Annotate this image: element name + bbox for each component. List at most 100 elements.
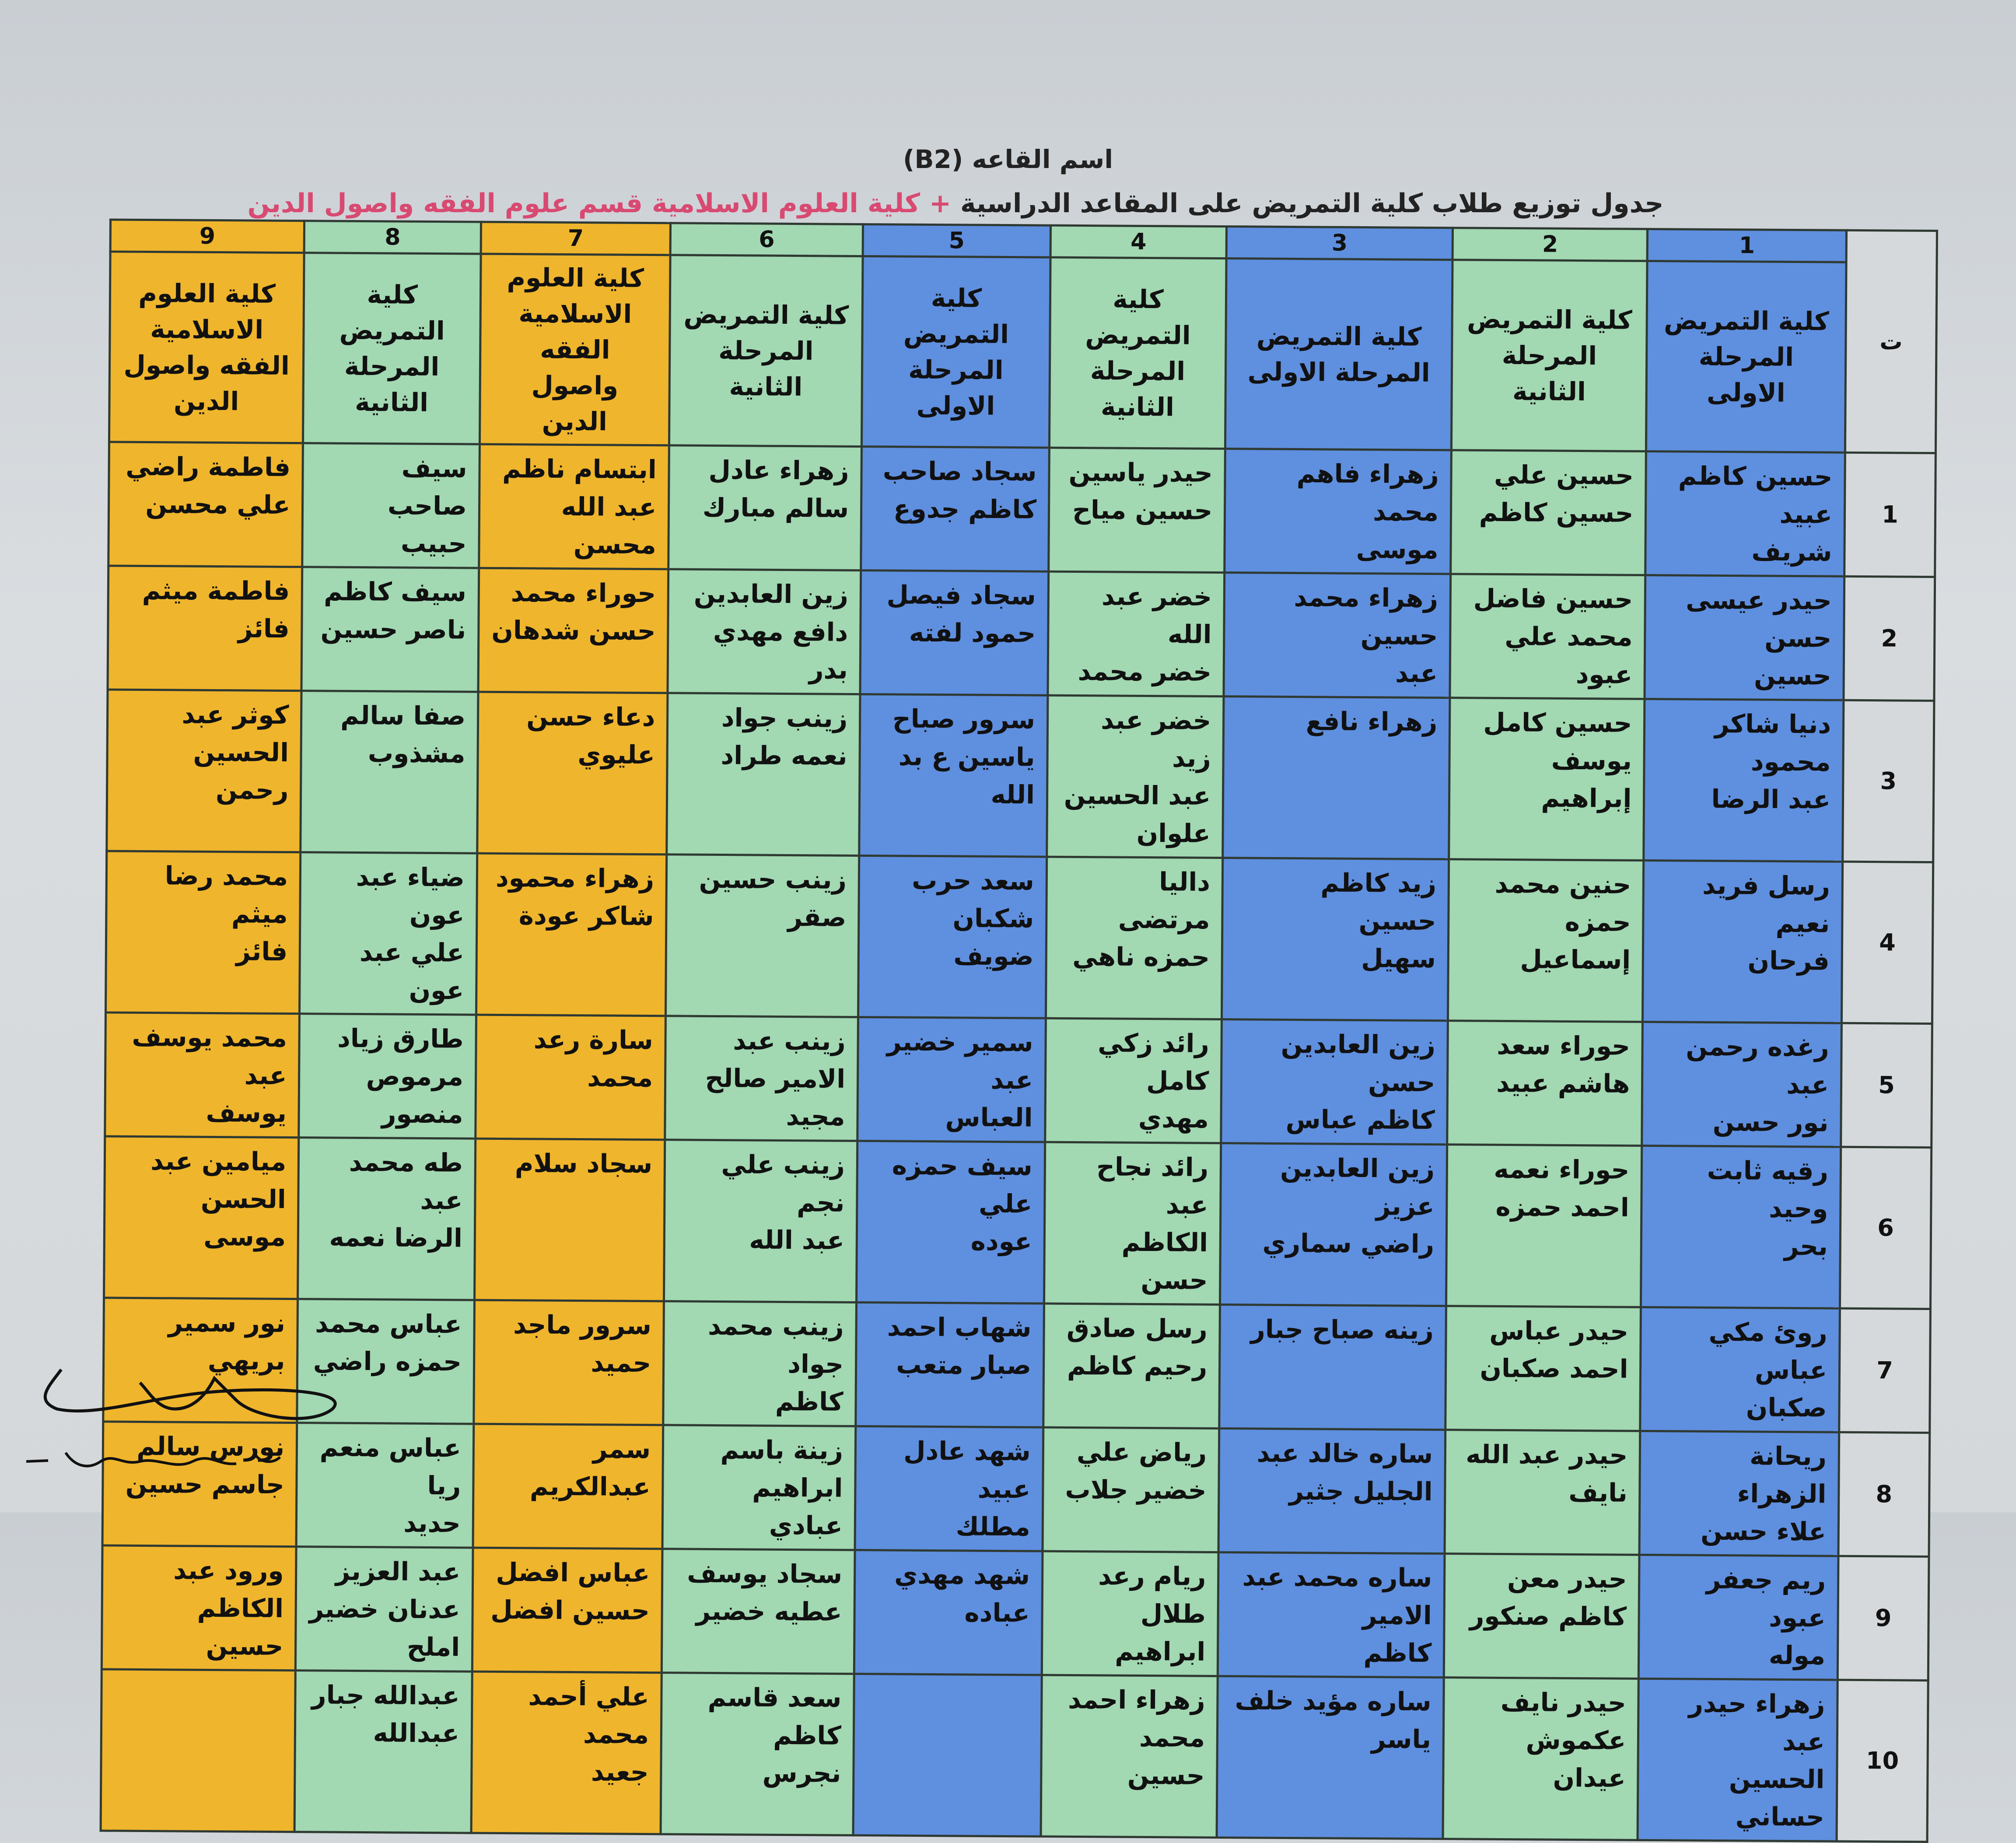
student-name-cell: حيدر عبد الله نايف [1445,1430,1641,1555]
student-name-cell: زهراء احمد محمد حسين [1040,1675,1218,1838]
table-row: 1 حسين كاظم عبيد شريف حسين علي حسين كاظم زه… [108,441,1936,577]
student-name-cell: سجاد يوسف عطيه خضير [662,1549,855,1674]
student-name-cell: سجاد سلام [474,1139,665,1301]
student-name-cell: زهراء حيدر عبد الحسين حساني [1638,1678,1838,1842]
student-name-cell: زينب علي نجم عبد الله [664,1139,858,1303]
student-name-cell: دنيا شاكر محمود عبد الرضا [1644,699,1844,862]
row-index: 10 [1836,1680,1928,1842]
column-header: كلية التمريض المرحلة الثانية [303,252,481,445]
row-index: 5 [1841,1023,1932,1148]
student-name-cell: طارق زياد مرموص منصور [299,1013,476,1139]
student-name-cell: رائد نجاح عبد الكاظم حسن [1044,1142,1221,1305]
student-name-cell: زينب عبد الامير صالح مجيد [665,1016,858,1141]
student-name-cell: ورود عبد الكاظم حسين [102,1545,297,1671]
column-number: 5 [863,224,1051,258]
table-row: 10 زهراء حيدر عبد الحسين حساني حيدر نايف ع… [101,1669,1928,1842]
student-name-cell: زهراء محمد حسين عبد [1224,572,1451,698]
student-name-cell: حنين محمد حمزه إسماعيل [1448,859,1644,1022]
student-name-cell: حيدر نايف عكموش عيدان [1443,1677,1639,1840]
student-name-cell: شهد عادل عبيد مطلك [855,1426,1043,1552]
row-index: 7 [1839,1308,1931,1433]
index-column-header: ت [1845,230,1937,453]
student-name-cell [101,1669,296,1832]
student-name-cell: فاطمة ميثم فائز [108,565,303,691]
student-name-cell: سيف صاحب حبيب [302,443,480,568]
student-name-cell: فاطمة راضي علي محسن [108,441,303,567]
table-row: 9 ريم جعفر عبود موله حيدر معن كاظم صنكور سا… [102,1545,1929,1681]
row-index: 2 [1843,576,1935,701]
table-row: 6 رقيه ثابت وحيد بحر حوراء نعمه احمد حمزه ز… [104,1136,1932,1309]
student-name-cell: عبد العزيز عدنان خضير املح [295,1546,473,1672]
student-name-cell: زهراء نافع [1222,696,1450,859]
student-name-cell: حوراء سعد هاشم عبيد [1447,1020,1643,1146]
student-name-cell: حوراء نعمه احمد حمزه [1446,1144,1642,1307]
column-number: 3 [1226,226,1453,260]
student-name-cell: حيدر معن كاظم صنكور [1444,1553,1640,1679]
row-index: 3 [1842,700,1934,862]
student-name-cell: ساره خالد عبد الجليل جثير [1218,1428,1446,1554]
student-name-cell: زهراء محمود شاكر عودة [476,853,667,1016]
student-name-cell: محمد رضا ميثم فائز [105,851,301,1014]
student-name-cell [853,1674,1042,1837]
student-name-cell: حسين كامل يوسف إبراهيم [1449,697,1645,861]
student-name-cell: رسل صادق رحيم كاظم [1043,1303,1220,1429]
column-header: كلية التمريض المرحلة الثانية [1451,259,1648,452]
table-row: 5 رغده رحمن عبد نور حسن حوراء سعد هاشم عبي… [105,1012,1932,1148]
student-name-cell: زينب حسين صقر [665,854,859,1017]
student-name-cell: رقيه ثابت وحيد بحر [1641,1146,1841,1309]
student-name-cell: حيدر عيسى حسن حسين [1645,575,1844,701]
student-name-cell: طه محمد عبد الرضا نعمه [298,1137,476,1300]
student-name-cell: رياض علي خضير جلاب [1042,1427,1219,1552]
student-name-cell: حيدر عباس احمد صكبان [1445,1306,1641,1431]
column-number: 8 [304,221,481,254]
row-index: 4 [1841,862,1933,1024]
table-row: 3 دنيا شاكر محمود عبد الرضا حسين كامل يوسف… [106,689,1934,862]
student-name-cell: عباس افضل حسين افضل [472,1548,663,1673]
student-name-cell: زينب جواد نعمه طراد [666,693,860,856]
seating-table-body: 1 حسين كاظم عبيد شريف حسين علي حسين كاظم زه… [101,441,1936,1842]
table-row: 7 روئ مكي عباس صكبان حيدر عباس احمد صكبان ز… [103,1297,1931,1433]
row-index: 8 [1838,1432,1930,1557]
student-name-cell: سرور ماجد حميد [473,1300,664,1425]
student-name-cell: ساره محمد عبد الامير كاظم [1218,1552,1445,1678]
student-name-cell: ميامين عبد الحسن موسى [104,1136,299,1299]
student-name-cell: حسين فاضل محمد علي عبود [1450,574,1646,699]
student-name-cell: كوثر عبد الحسين رحمن [106,689,302,852]
student-name-cell: سرور صباح ياسين ع بد الله [859,694,1048,857]
student-name-cell: داليا مرتضى حمزه ناهي [1046,857,1223,1020]
student-name-cell: سمير خضير عبد العباس [857,1017,1046,1142]
document-subtitle: جدول توزيع طلاب كلية التمريض على المقاعد… [0,188,1964,219]
student-name-cell: حسين كاظم عبيد شريف [1645,451,1845,577]
column-header: كلية التمريض المرحلة الاولى [1646,261,1847,453]
row-index: 6 [1840,1147,1932,1309]
table-row: 8 ريحانة الزهراء علاء حسن حيدر عبد الله نا… [102,1421,1930,1557]
student-name-cell: سيف حمزه علي عوده [856,1141,1045,1304]
table-row: 4 رسل فريد نعيم فرحان حنين محمد حمزه إسماع… [105,851,1933,1024]
student-name-cell: سمر عبدالكريم [473,1424,663,1549]
student-name-cell: حسين علي حسين كاظم [1450,450,1646,575]
student-name-cell: زهراء فاهم محمد موسى [1224,448,1452,574]
student-name-cell: رائد زكي كامل مهدي [1045,1018,1222,1143]
student-name-cell: صفا سالم مشذوب [301,690,478,854]
column-number: 7 [481,222,671,255]
column-header: كلية العلوم الاسلامية الفقه واصول الدين [109,251,304,443]
student-name-cell: علي أحمد محمد جعيد [471,1671,662,1834]
column-header-row: كلية التمريض المرحلة الاولى كلية التمريض … [109,251,1937,453]
student-name-cell: حيدر ياسين حسين مياح [1048,448,1225,573]
column-header: كلية التمريض المرحلة الاولى [1225,258,1453,450]
handwritten-signature [26,1368,337,1468]
column-number: 9 [110,219,304,253]
column-number: 1 [1647,229,1847,263]
student-name-cell: زين العابدين دافع مهدي بدر [668,569,861,694]
subtitle-main: جدول توزيع طلاب كلية التمريض على المقاعد… [960,188,1664,219]
column-header: كلية التمريض المرحلة الاولى [861,256,1050,448]
column-header: كلية التمريض المرحلة الثانية [669,255,863,447]
column-header: كلية العلوم الاسلامية الفقه واصول الدين [480,254,671,445]
column-number: 4 [1050,225,1227,259]
student-name-cell: سارة رعد محمد [475,1015,666,1140]
student-name-cell: ريام رعد طلال ابراهيم [1042,1551,1219,1676]
student-name-cell: شهد مهدي عباده [854,1550,1043,1675]
student-name-cell: حوراء محمد حسن شدهان [478,568,668,693]
column-number: 2 [1452,228,1648,261]
student-name-cell: سجاد صاحب كاظم جدوع [861,446,1050,572]
